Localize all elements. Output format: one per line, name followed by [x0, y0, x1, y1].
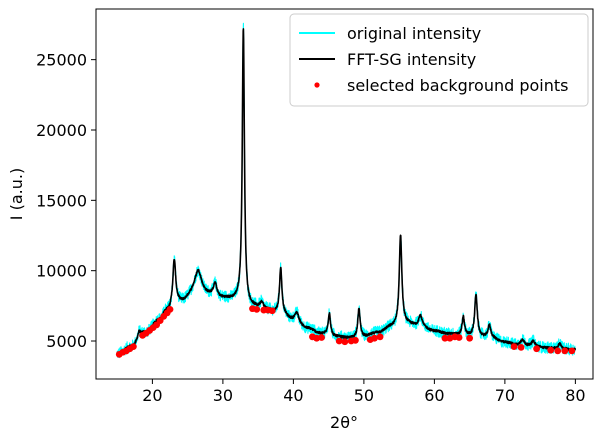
x-axis-label: 2θ°	[330, 413, 358, 432]
y-tick-label: 25000	[36, 51, 87, 70]
background-point	[318, 334, 325, 341]
background-point	[371, 334, 378, 342]
background-point	[554, 347, 562, 355]
x-tick-label: 30	[213, 386, 233, 405]
legend-box	[289, 13, 589, 107]
y-tick-label: 15000	[36, 191, 87, 210]
y-axis-label: I (a.u.)	[7, 168, 26, 220]
background-point	[455, 334, 463, 341]
x-axis-ticks: 20 30 40 50 60 70 80	[142, 379, 586, 405]
background-point	[268, 307, 276, 315]
background-point	[561, 347, 569, 355]
background-point	[441, 334, 449, 342]
y-tick-label: 5000	[46, 332, 87, 351]
legend-label-background: selected background points	[347, 76, 568, 95]
background-point	[253, 305, 261, 313]
background-point	[517, 343, 525, 351]
legend-label-smoothed: FFT-SG intensity	[347, 50, 476, 69]
background-point	[533, 345, 540, 353]
background-point	[129, 343, 137, 351]
x-tick-label: 80	[565, 386, 585, 405]
legend: original intensity FFT-SG intensity sele…	[289, 13, 589, 107]
background-point	[335, 337, 343, 345]
x-tick-label: 50	[354, 386, 374, 405]
legend-label-original: original intensity	[347, 24, 481, 43]
y-tick-label: 20000	[36, 121, 87, 140]
plot-frame	[95, 8, 594, 380]
legend-marker-background	[314, 82, 320, 88]
background-points-series	[115, 305, 576, 358]
background-point	[376, 333, 384, 341]
background-point	[510, 343, 518, 351]
background-point	[568, 347, 576, 355]
fft-sg-intensity-series	[116, 28, 577, 355]
x-tick-label: 70	[495, 386, 515, 405]
background-point	[341, 338, 349, 346]
x-tick-label: 20	[142, 386, 162, 405]
y-axis-ticks: 5000 10000 15000 20000 25000	[36, 51, 96, 351]
background-point	[466, 334, 474, 342]
fft-sg-intensity-line	[116, 28, 577, 355]
y-tick-label: 10000	[36, 262, 87, 281]
x-tick-label: 60	[424, 386, 444, 405]
x-tick-label: 40	[283, 386, 303, 405]
background-point	[547, 346, 555, 354]
background-point	[352, 336, 359, 344]
background-point	[166, 305, 174, 313]
